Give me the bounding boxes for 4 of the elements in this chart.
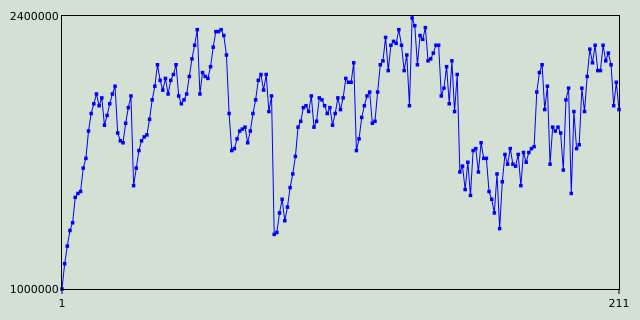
x-tick-label: 211: [608, 297, 630, 310]
y-tick-label: 2400000: [10, 10, 59, 23]
x-tick-label: 1: [58, 297, 66, 310]
y-tick-label: 1000000: [10, 282, 59, 296]
